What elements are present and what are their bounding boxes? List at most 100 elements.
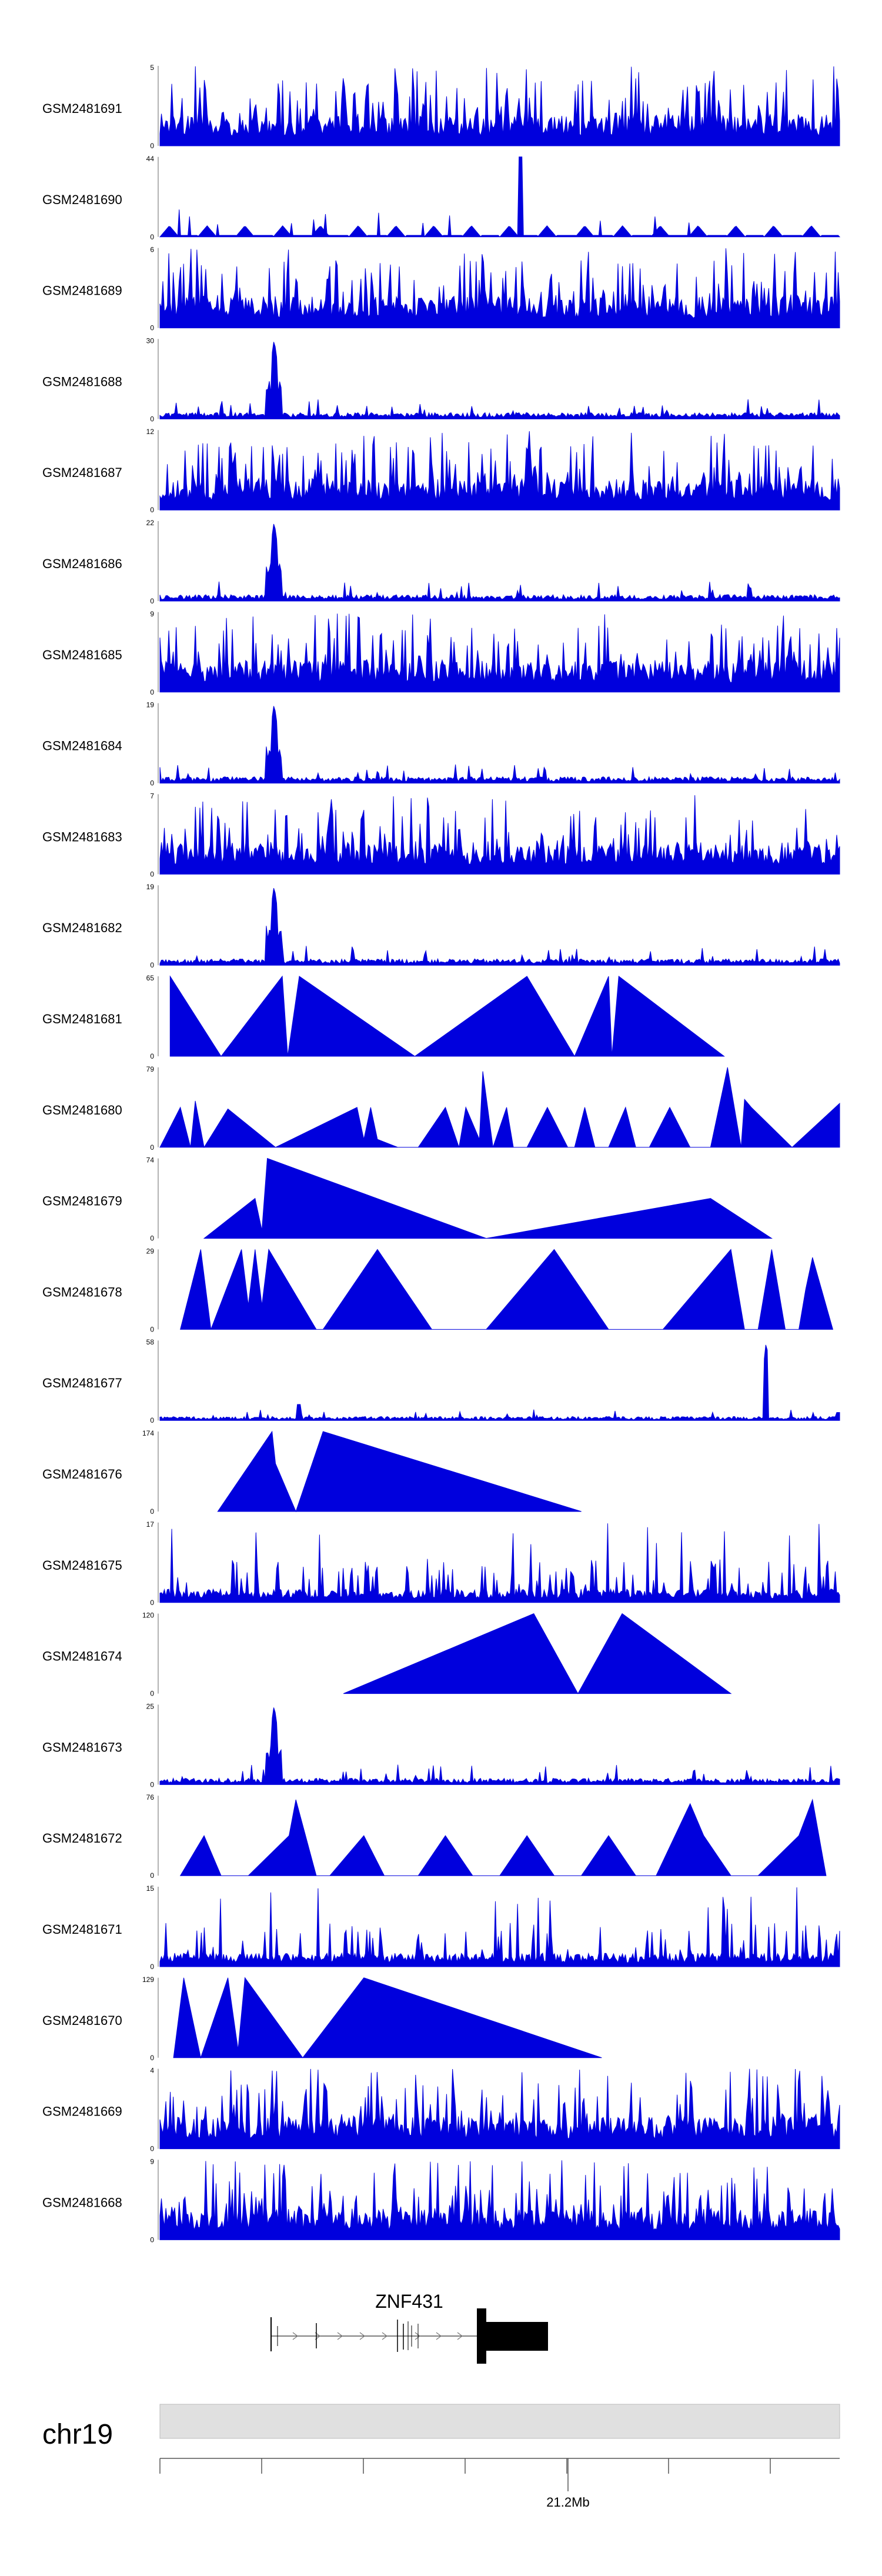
track-signal-area [159,431,840,510]
track-label: GSM2481682 [42,920,122,935]
track-ymin-label: 0 [150,1234,154,1243]
track-signal-area [203,1157,773,1239]
track-label: GSM2481687 [42,465,122,480]
gene-strand-arrow [382,2332,387,2340]
track-ymax-label: 58 [146,1338,155,1346]
track-label: GSM2481681 [42,1012,122,1026]
track-label: GSM2481685 [42,648,122,662]
track-ymin-label: 0 [150,1052,154,1060]
track-ymax-label: 4 [150,2067,154,2075]
track-gsm2481690: GSM2481690 44 0 [42,155,841,241]
track-signal-area [159,613,840,693]
track-gsm2481669: GSM2481669 4 0 [42,2067,840,2153]
track-signal-area [217,1430,582,1513]
track-label: GSM2481676 [42,1467,122,1481]
track-ymin-label: 0 [150,1507,154,1516]
track-signal-area [159,248,840,329]
track-label: GSM2481688 [42,374,122,389]
track-signal-area [159,2160,840,2240]
chromosome-ideogram: chr19 [42,2404,840,2450]
gene-strand-arrow [359,2332,365,2340]
track-signal-area [159,795,840,875]
track-ymin-label: 0 [150,2145,154,2153]
track-label: GSM2481679 [42,1194,122,1209]
gene-model: ZNF431 [270,2291,548,2364]
track-ymax-label: 29 [146,1247,155,1255]
track-ymin-label: 0 [150,597,154,605]
track-ymax-label: 30 [146,336,155,345]
track-ymax-label: 25 [146,1702,155,1710]
track-ymax-label: 19 [146,701,155,709]
track-label: GSM2481677 [42,1376,122,1390]
gene-strand-arrow [415,2332,420,2340]
track-ymax-label: 9 [150,610,154,618]
track-ymin-label: 0 [150,1416,154,1424]
track-gsm2481674: GSM2481674 120 0 [42,1611,732,1698]
track-signal-area [343,1613,732,1694]
track-label: GSM2481673 [42,1740,122,1754]
track-label: GSM2481669 [42,2104,122,2119]
gene-strand-arrow [436,2332,442,2340]
track-gsm2481689: GSM2481689 6 0 [42,246,840,332]
chromosome-band [159,2404,840,2439]
track-signal-area [159,342,840,419]
track-signal-area [159,523,840,602]
track-ymax-label: 7 [150,792,154,800]
track-signal-area [159,888,840,966]
track-gsm2481686: GSM2481686 22 0 [42,519,840,605]
track-ymax-label: 19 [146,883,155,891]
track-ymin-label: 0 [150,506,154,514]
track-ymin-label: 0 [150,2054,154,2062]
track-gsm2481679: GSM2481679 74 0 [42,1156,773,1243]
track-gsm2481691: GSM2481691 5 0 [42,64,840,150]
track-label: GSM2481675 [42,1558,122,1573]
track-ymin-label: 0 [150,1871,154,1880]
track-ymax-label: 17 [146,1520,155,1529]
track-ymax-label: 76 [146,1793,155,1801]
track-ymax-label: 12 [146,428,155,436]
track-gsm2481682: GSM2481682 19 0 [42,883,840,969]
gene-name-label: ZNF431 [375,2291,443,2312]
track-label: GSM2481668 [42,2195,122,2210]
track-signal-area [159,1067,840,1149]
track-signal-area [180,1248,834,1330]
track-ymax-label: 120 [142,1611,154,1620]
track-signal-area [173,1977,602,2059]
track-gsm2481683: GSM2481683 7 0 [42,792,840,878]
track-label: GSM2481690 [42,192,122,207]
track-label: GSM2481683 [42,829,122,844]
track-ymin-label: 0 [150,1143,154,1152]
track-gsm2481677: GSM2481677 58 0 [42,1338,840,1424]
track-label: GSM2481678 [42,1284,122,1299]
track-gsm2481672: GSM2481672 76 0 [42,1793,827,1880]
gene-exon-utr [477,2308,486,2364]
track-ymax-label: 22 [146,519,155,527]
track-signal-area [159,66,840,146]
track-label: GSM2481684 [42,739,122,753]
gene-strand-arrow [292,2332,298,2340]
gene-exon-coding [485,2322,548,2351]
track-ymin-label: 0 [150,1690,154,1698]
track-gsm2481684: GSM2481684 19 0 [42,701,840,788]
track-ymax-label: 5 [150,64,154,72]
track-gsm2481680: GSM2481680 79 0 [42,1065,840,1152]
track-label: GSM2481670 [42,2013,122,2028]
track-label: GSM2481671 [42,1922,122,1937]
track-signal-area [159,2068,840,2150]
track-ymax-label: 6 [150,246,154,254]
track-ymin-label: 0 [150,1599,154,1607]
track-ymin-label: 0 [150,1963,154,1971]
track-ymax-label: 9 [150,2157,154,2165]
track-ymin-label: 0 [150,688,154,696]
track-ymax-label: 44 [146,155,155,163]
track-gsm2481668: GSM2481668 9 0 [42,2157,840,2244]
track-signal-area [179,1798,827,1876]
axis-tick-label: 21.2Mb [546,2495,589,2510]
track-gsm2481673: GSM2481673 25 0 [42,1702,840,1788]
track-signal-area [159,156,841,238]
track-gsm2481675: GSM2481675 17 0 [42,1520,840,1607]
track-signal-area [159,706,840,784]
track-ymin-label: 0 [150,961,154,969]
track-ymin-label: 0 [150,779,154,788]
